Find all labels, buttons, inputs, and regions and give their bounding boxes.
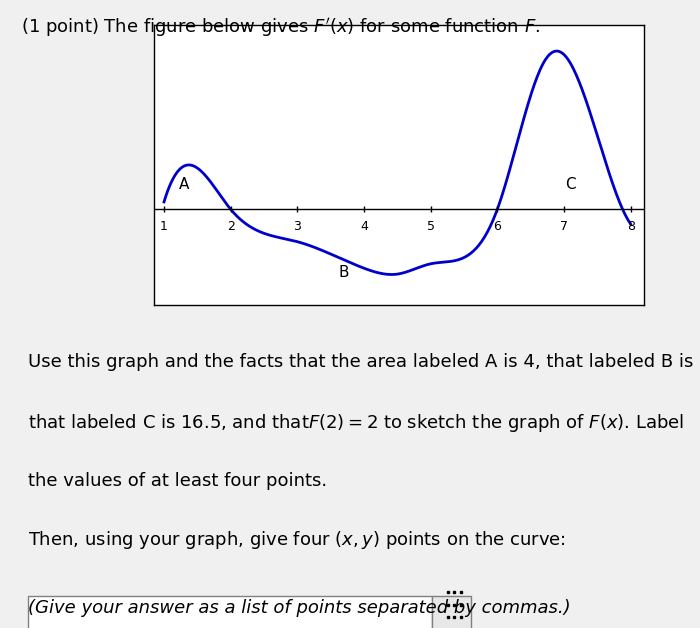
- Text: 4: 4: [360, 220, 368, 232]
- Text: 8: 8: [626, 220, 635, 232]
- Bar: [432, 597, 470, 628]
- Text: 1: 1: [160, 220, 168, 232]
- Text: (1 point) The figure below gives $F'(x)$ for some function $F$.: (1 point) The figure below gives $F'(x)$…: [21, 16, 540, 39]
- Text: that labeled C is 16.5, and that$F(2) = 2$ to sketch the graph of $F(x)$. Label: that labeled C is 16.5, and that$F(2) = …: [28, 413, 684, 435]
- Text: the values of at least four points.: the values of at least four points.: [28, 472, 327, 490]
- Text: 7: 7: [560, 220, 568, 232]
- Text: Use this graph and the facts that the area labeled A is 4, that labeled B is 16,: Use this graph and the facts that the ar…: [28, 353, 700, 371]
- Text: A: A: [178, 176, 189, 192]
- Text: Then, using your graph, give four $(x, y)$ points on the curve:: Then, using your graph, give four $(x, y…: [28, 529, 566, 551]
- Text: 2: 2: [227, 220, 235, 232]
- Text: B: B: [339, 265, 349, 280]
- Text: 3: 3: [293, 220, 301, 232]
- Text: (Give your answer as a list of points separated by commas.): (Give your answer as a list of points se…: [28, 599, 570, 617]
- Text: C: C: [566, 176, 576, 192]
- Text: 5: 5: [427, 220, 435, 232]
- Text: 6: 6: [494, 220, 501, 232]
